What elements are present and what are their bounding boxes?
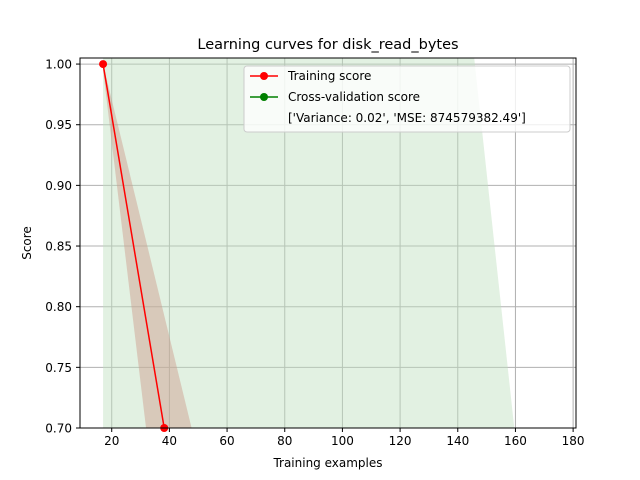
- legend-box: [243, 65, 571, 133]
- legend-note: ['Variance: 0.02', 'MSE: 874579382.49']: [288, 111, 526, 125]
- x-tick-label: 60: [219, 434, 234, 448]
- x-tick-label: 80: [277, 434, 292, 448]
- y-axis-label: Score: [20, 226, 34, 260]
- y-tick-label: 0.85: [45, 240, 72, 254]
- legend: Training score Cross-validation score ['…: [243, 65, 571, 133]
- cv-score-band: [103, 58, 515, 428]
- x-tick-label: 40: [162, 434, 177, 448]
- x-tick-label: 20: [104, 434, 119, 448]
- legend-cv-label: Cross-validation score: [288, 90, 420, 104]
- x-tick-label: 140: [446, 434, 469, 448]
- y-tick-label: 0.75: [45, 361, 72, 375]
- y-tick-label: 1.00: [45, 58, 72, 72]
- plot-frame: [79, 57, 577, 429]
- confidence-bands: [103, 58, 515, 428]
- x-tick-label: 120: [389, 434, 412, 448]
- y-tick-label: 0.90: [45, 179, 72, 193]
- x-tick-label: 100: [331, 434, 354, 448]
- y-axis-ticks: 0.70 0.75 0.80 0.85 0.90 0.95 1.00: [45, 58, 80, 436]
- y-tick-label: 0.95: [45, 118, 72, 132]
- chart-title: Learning curves for disk_read_bytes: [197, 37, 458, 53]
- legend-training-label: Training score: [287, 69, 371, 83]
- training-score-point: [99, 60, 108, 69]
- training-score-band: [103, 64, 192, 428]
- series-lines: [102, 63, 165, 428]
- legend-cv-marker: [260, 93, 268, 101]
- x-tick-label: 160: [504, 434, 527, 448]
- legend-training-marker: [260, 72, 268, 80]
- x-axis-label: Training examples: [272, 456, 382, 470]
- x-axis-ticks: 20 40 60 80 100 120 140 160 180: [104, 428, 585, 448]
- y-tick-label: 0.70: [45, 422, 72, 436]
- y-tick-label: 0.80: [45, 300, 72, 314]
- x-tick-label: 180: [562, 434, 585, 448]
- training-score-line: [102, 63, 165, 428]
